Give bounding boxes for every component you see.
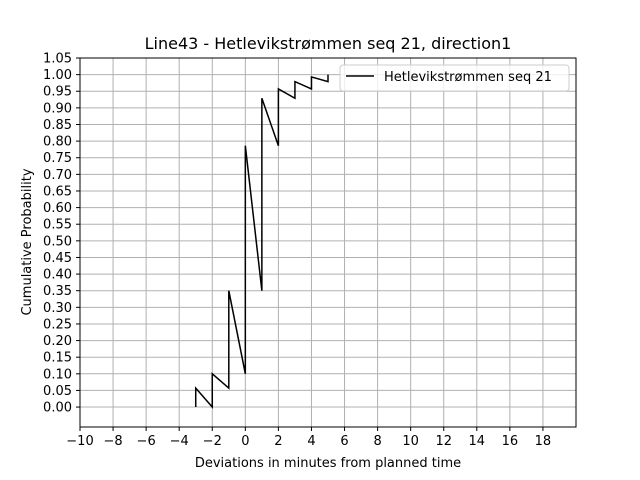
- x-tick-label: 8: [373, 434, 381, 449]
- y-axis-ticks: 0.00 0.05 0.100.15 0.20 0.250.30 0.350.40 0.45…: [43, 52, 80, 416]
- x-tick-label: 14: [469, 434, 486, 449]
- y-tick-label: 0.10: [43, 367, 72, 382]
- y-tick-label: 0.80: [43, 135, 72, 150]
- y-axis-label: Cumulative Probability: [20, 168, 35, 315]
- y-tick-label: 0.75: [43, 151, 72, 166]
- y-tick-label: 0.05: [43, 384, 72, 399]
- y-tick-label: 0.30: [43, 301, 72, 316]
- x-tick-label: 18: [535, 434, 552, 449]
- y-tick-label: 1.05: [43, 52, 72, 67]
- x-tick-label: 2: [274, 434, 282, 449]
- y-tick-label: 0.20: [43, 334, 72, 349]
- x-tick-label: 6: [340, 434, 348, 449]
- x-axis-label: Deviations in minutes from planned time: [195, 456, 461, 471]
- chart-title: Line43 - Hetlevikstrømmen seq 21, direct…: [145, 34, 512, 53]
- x-tick-label: 16: [502, 434, 519, 449]
- legend-entry-label: Hetlevikstrømmen seq 21: [384, 70, 552, 85]
- x-tick-label: 10: [402, 434, 419, 449]
- y-tick-label: 0.60: [43, 201, 72, 216]
- y-tick-label: 0.90: [43, 101, 72, 116]
- y-tick-label: 0.85: [43, 118, 72, 133]
- legend-box: [339, 64, 570, 92]
- x-tick-label: −4: [170, 434, 189, 449]
- y-tick-label: 0.50: [43, 234, 72, 249]
- legend: Hetlevikstrømmen seq 21: [339, 64, 570, 92]
- x-tick-label: −2: [203, 434, 222, 449]
- y-tick-label: 0.55: [43, 218, 72, 233]
- y-tick-label: 0.95: [43, 85, 72, 100]
- x-tick-label: 12: [435, 434, 452, 449]
- y-tick-label: 0.40: [43, 268, 72, 283]
- series-layer: [194, 74, 329, 410]
- y-tick-label: 0.15: [43, 351, 72, 366]
- plot-frame: [79, 57, 577, 428]
- x-tick-label: −8: [103, 434, 122, 449]
- x-tick-label: −10: [66, 434, 93, 449]
- y-tick-label: 0.25: [43, 317, 72, 332]
- y-tick-label: 0.00: [43, 401, 72, 416]
- cdf-step-line: [194, 74, 329, 410]
- x-tick-label: −6: [137, 434, 156, 449]
- x-tick-label: 4: [307, 434, 315, 449]
- y-tick-label: 0.45: [43, 251, 72, 266]
- y-tick-label: 0.35: [43, 284, 72, 299]
- y-tick-label: 1.00: [43, 68, 72, 83]
- x-tick-label: 0: [241, 434, 249, 449]
- y-tick-label: 0.70: [43, 168, 72, 183]
- y-tick-label: 0.65: [43, 184, 72, 199]
- x-axis-ticks: −10 −8 −6 −4 −2 0 2 4 6 8 10 12 14 16 18: [66, 427, 551, 449]
